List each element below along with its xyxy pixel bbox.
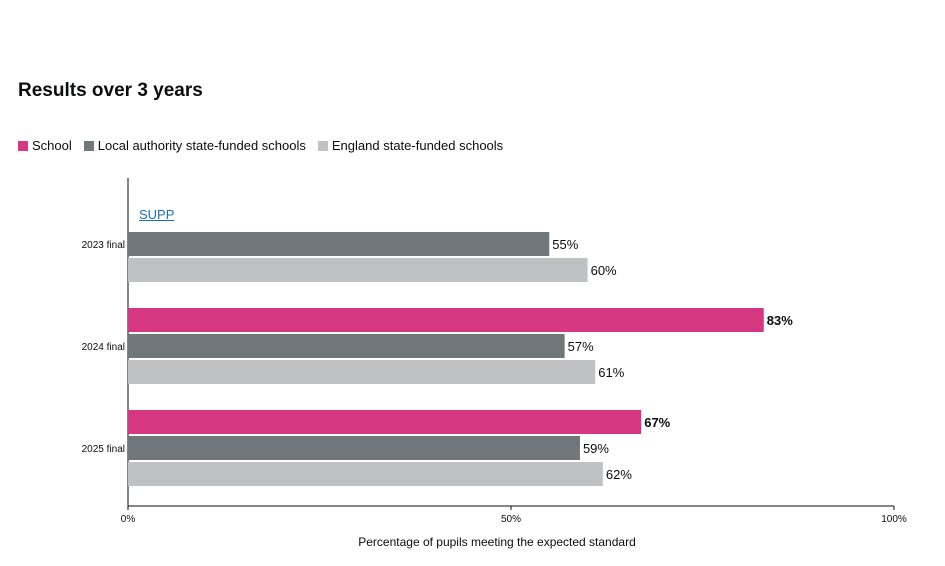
bar — [128, 334, 565, 358]
x-tick-label: 50% — [501, 514, 521, 525]
data-label: 83% — [767, 313, 793, 328]
bar — [128, 308, 764, 332]
legend-item-local-authority: Local authority state-funded schools — [83, 138, 306, 153]
legend-swatch-england — [317, 140, 328, 151]
data-label: 61% — [598, 365, 624, 380]
legend-label-local-authority: Local authority state-funded schools — [97, 138, 306, 153]
legend-swatch-local-authority — [83, 140, 94, 151]
category-label: 2023 final — [82, 240, 125, 251]
data-label: 62% — [606, 467, 632, 482]
bar — [128, 410, 642, 434]
legend: School Local authority state-funded scho… — [18, 138, 515, 153]
x-tick-label: 0% — [121, 514, 136, 525]
legend-label-england: England state-funded schools — [331, 138, 504, 153]
legend-item-school: School — [18, 138, 72, 153]
data-label: 67% — [644, 415, 670, 430]
bar — [128, 232, 550, 256]
bar — [128, 462, 603, 486]
data-label: 59% — [583, 441, 609, 456]
supp-link[interactable]: SUPP — [139, 207, 175, 222]
legend-label-school: School — [32, 138, 72, 153]
bar — [128, 360, 596, 384]
legend-item-england: England state-funded schools — [317, 138, 504, 153]
data-label: 55% — [552, 237, 578, 252]
bar — [128, 258, 588, 282]
category-label: 2024 final — [82, 342, 125, 353]
x-axis-title: Percentage of pupils meeting the expecte… — [358, 535, 636, 549]
data-label: 57% — [568, 339, 594, 354]
legend-swatch-school — [18, 140, 28, 151]
data-label: 60% — [591, 263, 617, 278]
x-tick-label: 100% — [881, 514, 907, 525]
category-label: 2025 final — [82, 444, 125, 455]
bar — [128, 436, 580, 460]
chart-title: Results over 3 years — [18, 80, 203, 101]
